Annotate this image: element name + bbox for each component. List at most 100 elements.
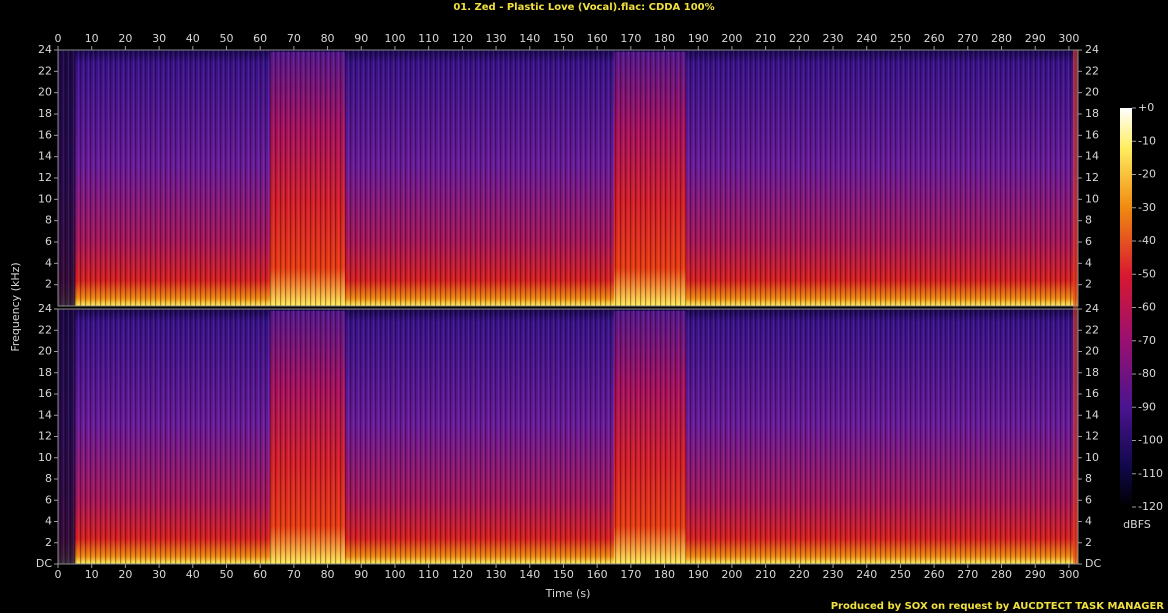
x-tick-label: 220 [789, 568, 810, 581]
colorbar [1120, 108, 1132, 507]
x-tick-label: 230 [823, 32, 844, 45]
y-tick-label: 14 [1085, 408, 1099, 421]
y-tick-label: 6 [45, 235, 52, 248]
y-tick-label: 14 [38, 150, 52, 163]
x-tick-label: 280 [991, 32, 1012, 45]
y-tick-label: 4 [1085, 256, 1092, 269]
x-tick-label: 70 [287, 32, 301, 45]
x-tick-label: 80 [321, 568, 335, 581]
y-tick-label: 24 [38, 302, 52, 315]
x-tick-label: 110 [418, 32, 439, 45]
y-tick-label: 10 [1085, 451, 1099, 464]
y-tick-label: DC [1085, 557, 1101, 570]
colorbar-tick-label: -10 [1138, 134, 1156, 147]
colorbar-tick-label: -20 [1138, 168, 1156, 181]
colorbar-tick-label: -90 [1138, 400, 1156, 413]
x-tick-label: 40 [186, 568, 200, 581]
x-tick-label: 20 [118, 568, 132, 581]
y-tick-label: 16 [38, 387, 52, 400]
y-tick-label: 22 [1085, 64, 1099, 77]
x-tick-label: 110 [418, 568, 439, 581]
y-tick-label: 24 [1085, 302, 1099, 315]
x-tick-label: 90 [354, 32, 368, 45]
colorbar-label: dBFS [1123, 518, 1151, 531]
x-tick-label: 60 [253, 32, 267, 45]
y-tick-label: 4 [45, 515, 52, 528]
y-tick-label: 20 [1085, 345, 1099, 358]
y-tick-label: 16 [1085, 128, 1099, 141]
colorbar-tick-label: -110 [1138, 467, 1163, 480]
x-tick-label: 240 [856, 32, 877, 45]
x-tick-label: 270 [957, 32, 978, 45]
colorbar-tick-label: -30 [1138, 201, 1156, 214]
y-tick-label: 6 [1085, 493, 1092, 506]
x-tick-label: 70 [287, 568, 301, 581]
x-tick-label: 190 [688, 568, 709, 581]
x-tick-label: 180 [654, 568, 675, 581]
y-tick-label: 20 [38, 345, 52, 358]
y-tick-label: 16 [38, 128, 52, 141]
x-tick-label: 140 [519, 32, 540, 45]
x-tick-label: 50 [219, 32, 233, 45]
x-tick-label: 160 [587, 568, 608, 581]
x-tick-label: 150 [553, 568, 574, 581]
y-tick-label: 22 [1085, 323, 1099, 336]
y-tick-label: 10 [38, 451, 52, 464]
x-tick-label: 130 [486, 568, 507, 581]
x-tick-label: 0 [55, 32, 62, 45]
x-tick-label: 200 [721, 568, 742, 581]
x-axis-label: Time (s) [545, 587, 591, 600]
colorbar-tick-label: -100 [1138, 434, 1163, 447]
x-tick-label: 240 [856, 568, 877, 581]
y-tick-label: 10 [38, 192, 52, 205]
x-tick-label: 300 [1058, 32, 1079, 45]
x-tick-label: 160 [587, 32, 608, 45]
x-tick-label: 270 [957, 568, 978, 581]
x-tick-label: 260 [924, 568, 945, 581]
y-tick-label: 10 [1085, 192, 1099, 205]
y-tick-label: 24 [38, 43, 52, 56]
colorbar-tick-label: -70 [1138, 334, 1156, 347]
x-tick-label: 200 [721, 32, 742, 45]
y-tick-label: 2 [1085, 278, 1092, 291]
y-tick-label: 2 [45, 536, 52, 549]
x-tick-label: 170 [620, 568, 641, 581]
x-tick-label: 260 [924, 32, 945, 45]
y-tick-label: 8 [45, 214, 52, 227]
y-tick-label: 18 [38, 366, 52, 379]
x-tick-label: 250 [890, 32, 911, 45]
y-tick-label: 4 [1085, 515, 1092, 528]
x-tick-label: 40 [186, 32, 200, 45]
x-tick-label: 300 [1058, 568, 1079, 581]
x-tick-label: 100 [384, 568, 405, 581]
title: 01. Zed - Plastic Love (Vocal).flac: CDD… [453, 2, 714, 13]
y-tick-label: 12 [38, 430, 52, 443]
y-tick-label: 14 [38, 408, 52, 421]
x-tick-label: 60 [253, 568, 267, 581]
x-tick-label: 290 [1025, 32, 1046, 45]
x-tick-label: 90 [354, 568, 368, 581]
x-tick-label: 50 [219, 568, 233, 581]
x-tick-label: 180 [654, 32, 675, 45]
y-tick-label: 4 [45, 256, 52, 269]
y-tick-label: 18 [1085, 107, 1099, 120]
spectrogram-image [58, 50, 1078, 564]
x-tick-label: 220 [789, 32, 810, 45]
colorbar-tick-label: +0 [1138, 101, 1154, 114]
colorbar-tick-label: -60 [1138, 301, 1156, 314]
colorbar-tick-label: -120 [1138, 500, 1163, 513]
x-tick-label: 280 [991, 568, 1012, 581]
y-axis-label: Frequency (kHz) [9, 262, 22, 351]
y-tick-label: 20 [38, 86, 52, 99]
colorbar-tick-label: -50 [1138, 267, 1156, 280]
x-tick-label: 130 [486, 32, 507, 45]
y-tick-label: 14 [1085, 150, 1099, 163]
x-tick-label: 100 [384, 32, 405, 45]
y-tick-label: 6 [45, 493, 52, 506]
colorbar-tick-label: -40 [1138, 234, 1156, 247]
y-tick-label: 18 [38, 107, 52, 120]
y-tick-label: 2 [1085, 536, 1092, 549]
y-tick-label: 12 [1085, 171, 1099, 184]
y-tick-label: 24 [1085, 43, 1099, 56]
